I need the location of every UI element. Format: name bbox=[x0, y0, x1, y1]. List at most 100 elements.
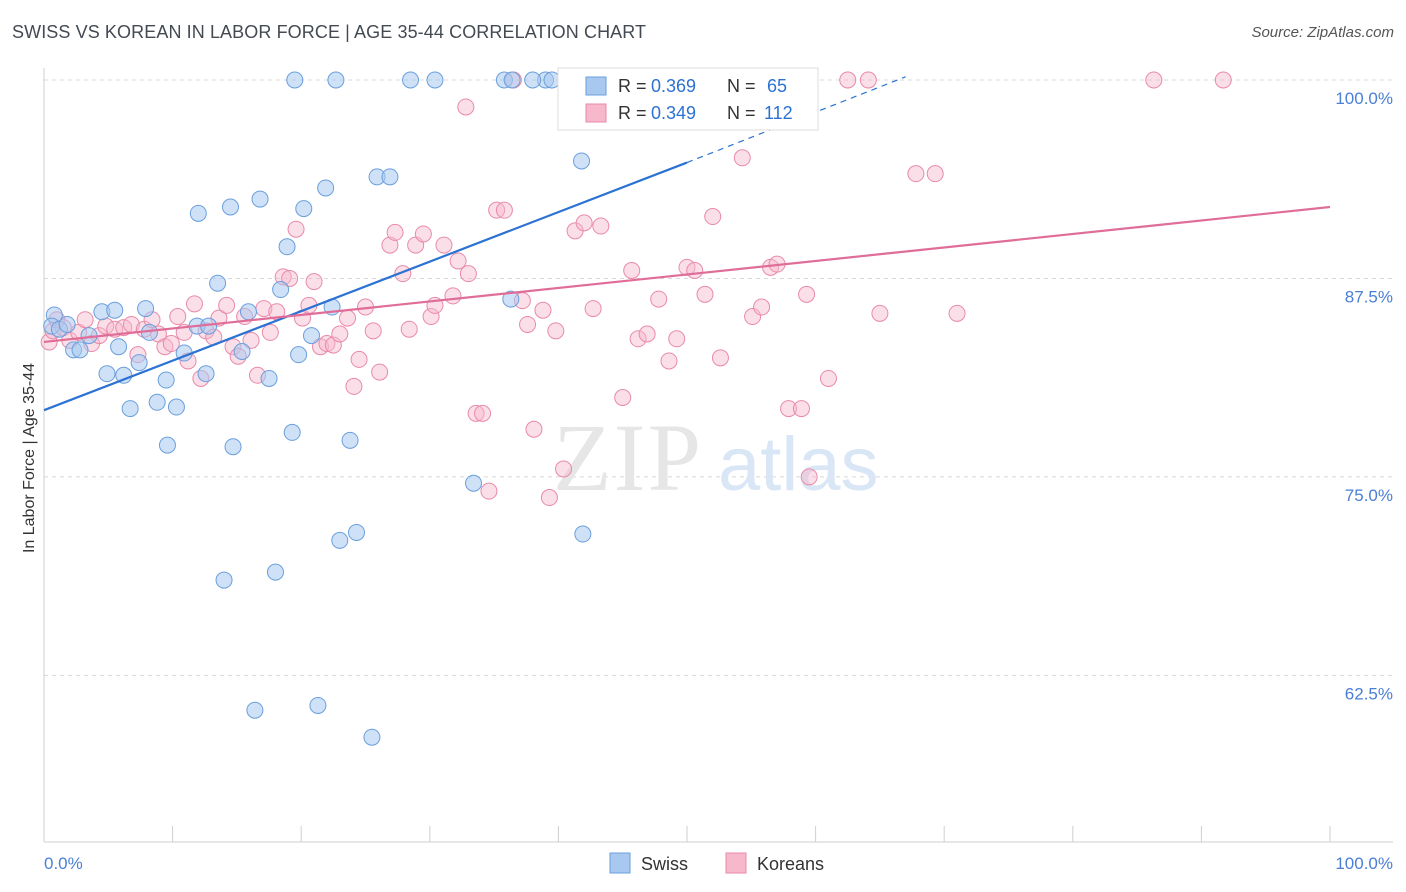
korean-point-80 bbox=[584, 300, 602, 318]
legend-swatch-korean bbox=[585, 103, 607, 123]
swiss-point-59 bbox=[573, 152, 591, 170]
korean-point-51 bbox=[371, 363, 389, 381]
swiss-point-52 bbox=[503, 71, 521, 89]
legend-r-label-swiss: R = bbox=[618, 76, 647, 96]
axes bbox=[43, 68, 1393, 843]
x-axis-ticks bbox=[43, 826, 1331, 842]
swiss-point-23 bbox=[197, 365, 215, 383]
watermark: ZIP atlas bbox=[553, 404, 879, 511]
korean-point-57 bbox=[414, 225, 432, 243]
korean-point-58 bbox=[422, 308, 440, 326]
bottom-legend-swatch-swiss[interactable] bbox=[609, 852, 631, 874]
korean-point-111 bbox=[1214, 71, 1232, 89]
legend-r-value-korean: 0.349 bbox=[651, 103, 696, 123]
swiss-point-26 bbox=[221, 198, 239, 216]
korean-point-106 bbox=[871, 304, 889, 322]
korean-point-52 bbox=[381, 236, 399, 254]
korean-point-96 bbox=[753, 298, 771, 316]
swiss-point-38 bbox=[295, 200, 313, 218]
swiss-point-41 bbox=[317, 179, 335, 197]
swiss-point-32 bbox=[251, 190, 269, 208]
y-tick-label-100: 100.0% bbox=[1335, 89, 1393, 108]
swiss-point-14 bbox=[137, 300, 155, 318]
legend-box: R = 0.369 N = 65 R = 0.349 N = 112 bbox=[557, 67, 819, 131]
korean-point-67 bbox=[480, 482, 498, 500]
korean-point-110 bbox=[1145, 71, 1163, 89]
korean-point-69 bbox=[495, 201, 513, 219]
swiss-point-63 bbox=[327, 71, 345, 89]
korean-point-102 bbox=[800, 468, 818, 486]
swiss-point-54 bbox=[465, 474, 483, 492]
korean-point-85 bbox=[638, 325, 656, 343]
korean-point-62 bbox=[449, 252, 467, 270]
swiss-point-45 bbox=[347, 523, 365, 541]
swiss-point-11 bbox=[98, 365, 116, 383]
legend-n-value-korean: 112 bbox=[764, 103, 793, 123]
swiss-point-33 bbox=[260, 369, 278, 387]
korean-point-44 bbox=[324, 336, 342, 354]
korean-point-53 bbox=[386, 223, 404, 241]
swiss-point-8 bbox=[106, 301, 124, 319]
korean-point-64 bbox=[459, 265, 477, 283]
legend-n-value-swiss: 65 bbox=[767, 76, 787, 96]
swiss-point-40 bbox=[309, 696, 327, 714]
bottom-legend-swatch-korean[interactable] bbox=[725, 852, 747, 874]
swiss-point-17 bbox=[157, 371, 175, 389]
legend-r-label-korean: R = bbox=[618, 103, 647, 123]
korean-point-50 bbox=[364, 322, 382, 340]
swiss-point-5 bbox=[71, 341, 89, 359]
korean-point-109 bbox=[948, 304, 966, 322]
korean-point-91 bbox=[696, 285, 714, 303]
korean-point-43 bbox=[318, 335, 336, 353]
watermark-zip: ZIP bbox=[553, 404, 703, 511]
bottom-legend-label-swiss: Swiss bbox=[641, 854, 688, 874]
korean-point-104 bbox=[839, 71, 857, 89]
korean-point-92 bbox=[704, 208, 722, 226]
y-axis-label: In Labor Force | Age 35-44 bbox=[21, 363, 38, 553]
korean-point-66 bbox=[474, 404, 492, 422]
swiss-point-31 bbox=[246, 701, 264, 719]
korean-point-60 bbox=[435, 236, 453, 254]
swiss-point-13 bbox=[130, 354, 148, 372]
korean-point-47 bbox=[345, 377, 363, 395]
legend-n-label-korean: N = bbox=[727, 103, 756, 123]
swiss-point-53 bbox=[502, 290, 520, 308]
swiss-point-44 bbox=[341, 431, 359, 449]
korean-point-93 bbox=[711, 349, 729, 367]
korean-point-72 bbox=[519, 315, 537, 333]
korean-point-27 bbox=[218, 296, 236, 314]
swiss-point-16 bbox=[148, 393, 166, 411]
korean-point-75 bbox=[540, 489, 558, 507]
swiss-point-25 bbox=[209, 274, 227, 292]
legend-swatch-swiss bbox=[585, 76, 607, 96]
swiss-point-27 bbox=[224, 438, 242, 456]
chart-title: SWISS VS KOREAN IN LABOR FORCE | AGE 35-… bbox=[12, 22, 647, 42]
legend-n-label-swiss: N = bbox=[727, 76, 756, 96]
swiss-point-49 bbox=[402, 71, 420, 89]
swiss-point-46 bbox=[363, 728, 381, 746]
y-tick-label-87.5: 87.5% bbox=[1345, 287, 1393, 306]
korean-point-61 bbox=[444, 287, 462, 305]
korean-point-100 bbox=[792, 400, 810, 418]
bottom-legend: Swiss Koreans bbox=[609, 852, 824, 874]
korean-point-108 bbox=[926, 165, 944, 183]
korean-point-82 bbox=[614, 389, 632, 406]
korean-point-88 bbox=[668, 330, 686, 348]
gridlines bbox=[44, 79, 1393, 676]
watermark-atlas: atlas bbox=[718, 422, 879, 507]
korean-point-105 bbox=[859, 71, 877, 89]
korean-point-94 bbox=[733, 149, 751, 167]
x-tick-label-100: 100.0% bbox=[1335, 854, 1393, 873]
swiss-point-43 bbox=[331, 531, 349, 549]
swiss-point-34 bbox=[272, 281, 290, 299]
swiss-point-22 bbox=[189, 204, 207, 222]
korean-point-6 bbox=[76, 311, 94, 329]
swiss-point-19 bbox=[167, 398, 185, 416]
korean-point-103 bbox=[819, 369, 837, 387]
korean-point-63 bbox=[457, 98, 475, 116]
korean-point-107 bbox=[907, 165, 925, 183]
korean-point-99 bbox=[780, 400, 798, 418]
korean-point-87 bbox=[660, 352, 678, 370]
swiss-point-18 bbox=[158, 436, 176, 454]
swiss-point-64 bbox=[266, 563, 284, 581]
